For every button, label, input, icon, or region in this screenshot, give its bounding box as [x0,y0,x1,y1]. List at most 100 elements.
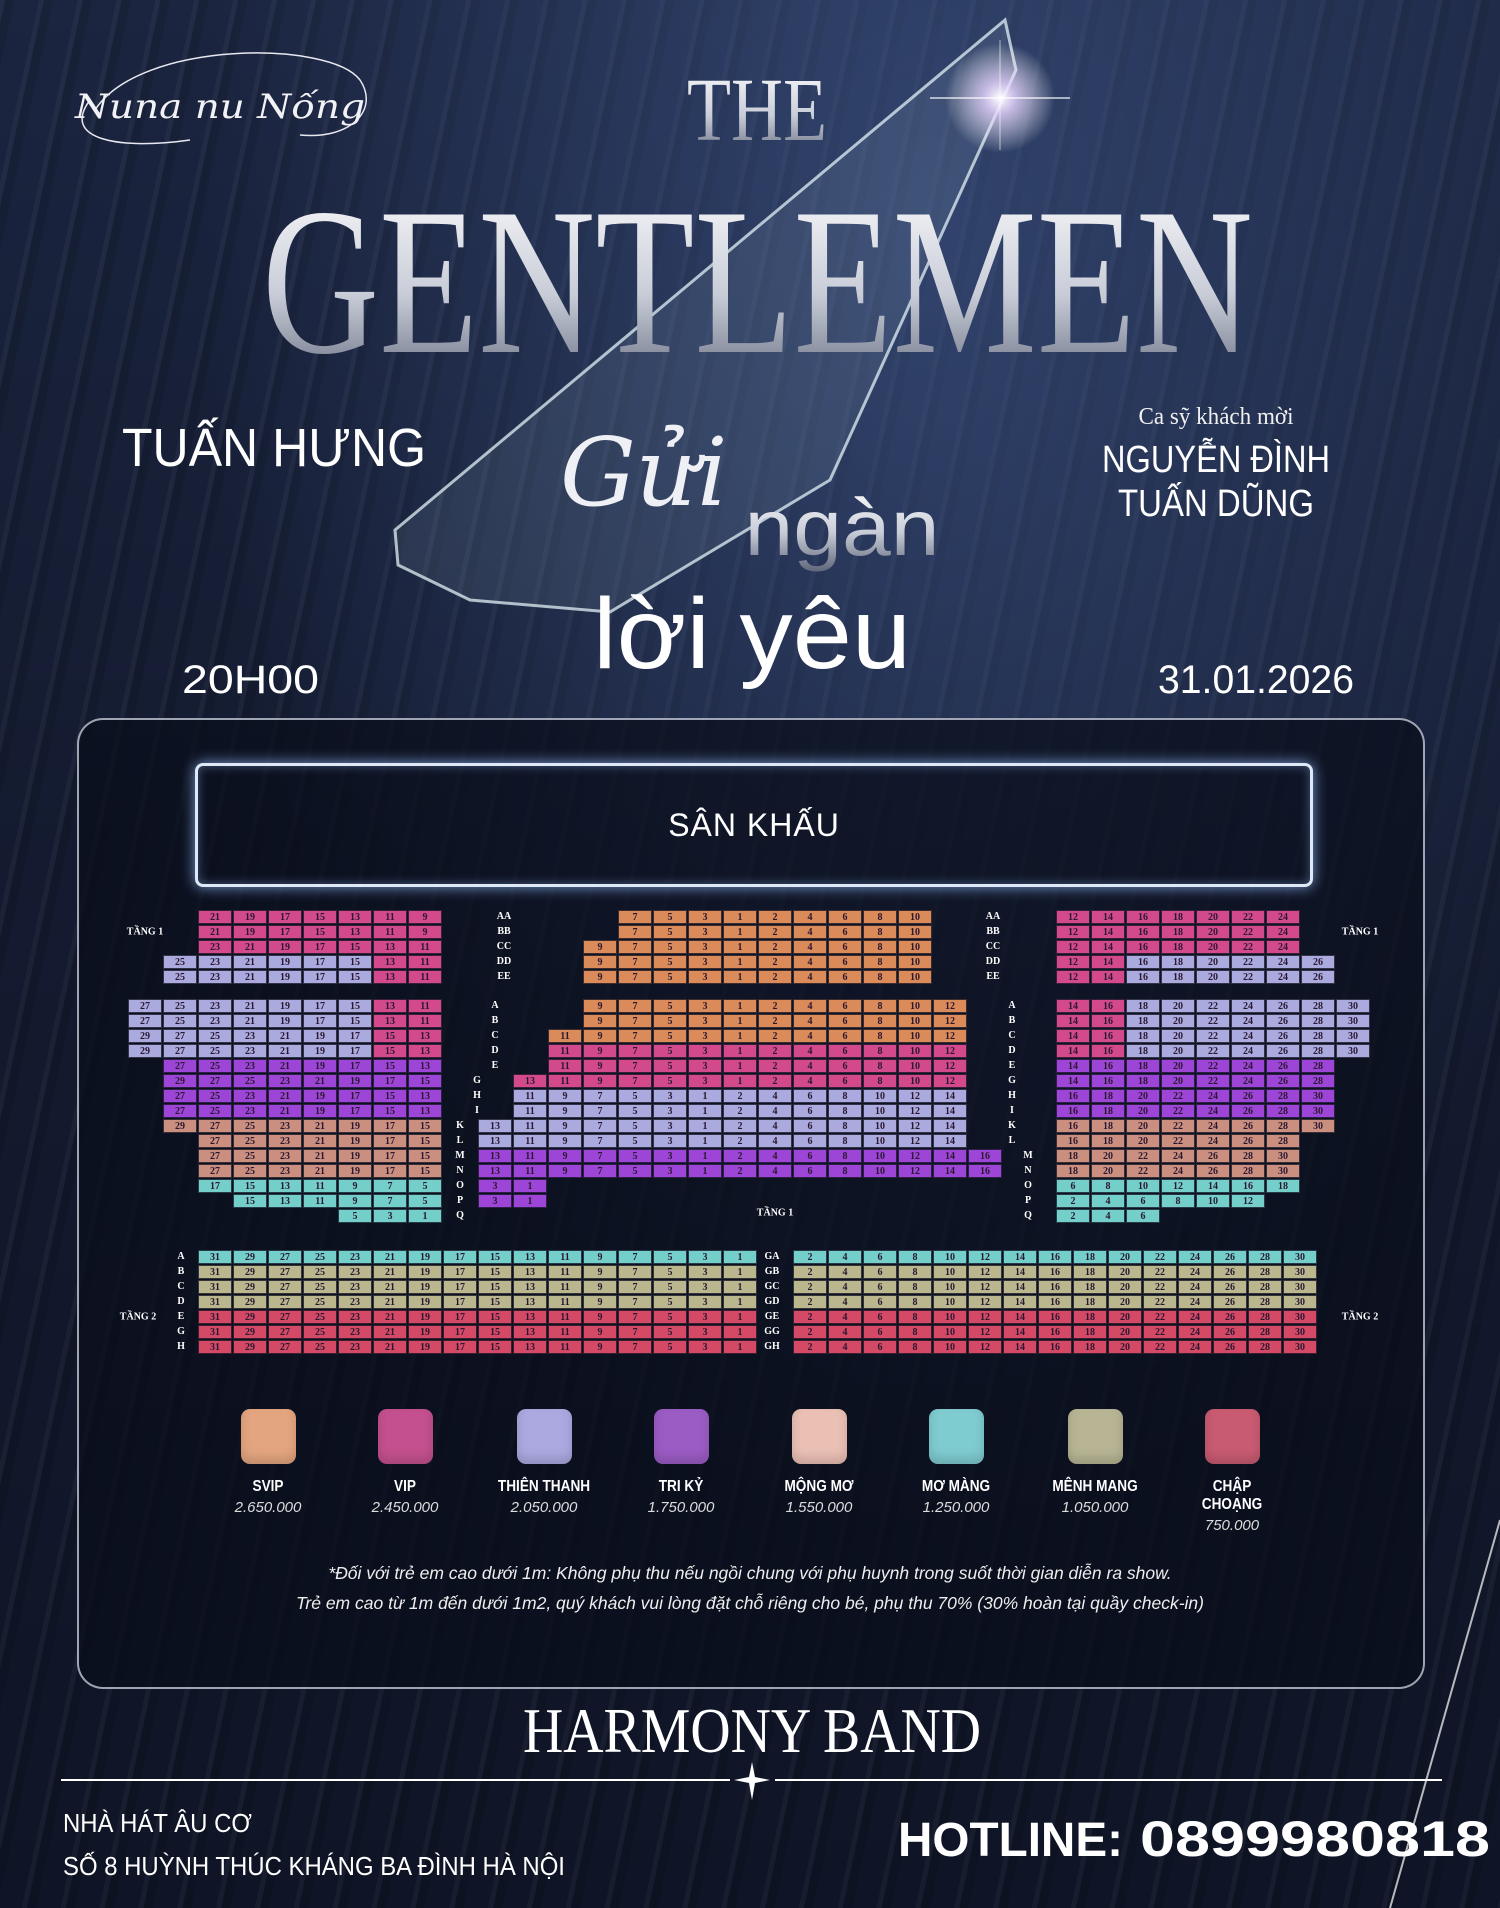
seat-mong_mo: 16 [1056,1134,1090,1148]
row-label: B [491,1015,499,1026]
seat-chap_choang: 21 [373,1340,407,1354]
seat-vip: 9 [408,910,442,924]
row-label: L [456,1135,464,1146]
seat-mo_mang: 10 [1126,1179,1160,1193]
seat-thien_thanh: 10 [863,1134,897,1148]
seat-vip: 18 [1161,925,1195,939]
legend-item: SVIP 2.650.000 [208,1409,328,1516]
seat-tri_ky: 22 [1196,1074,1230,1088]
seat-thien_thanh: 20 [1196,970,1230,984]
seat-vip: 14 [1056,1029,1090,1043]
seat-chap_choang: 14 [1003,1325,1037,1339]
seat-thien_thanh: 4 [758,1119,792,1133]
legend-item: CHẬP CHOẠNG 750.000 [1172,1409,1292,1534]
seat-mong_mo: 16 [1056,1119,1090,1133]
seat-thien_thanh: 15 [338,970,372,984]
seat-tri_ky: 19 [303,1089,337,1103]
seat-tri_ky: 25 [198,1104,232,1118]
seat-mo_mang: 6 [1056,1179,1090,1193]
seat-thien_thanh: 18 [1126,1014,1160,1028]
seat-thien_thanh: 21 [268,1044,302,1058]
seat-menh_mang: 7 [618,1295,652,1309]
seat-menh_mang: 24 [1178,1295,1212,1309]
row-label: G [177,1326,185,1337]
seat-thien_thanh: 22 [1196,1029,1230,1043]
seat-menh_mang: 20 [1108,1295,1142,1309]
tier-name: MƠ MÀNG [921,1478,991,1495]
seat-mo_mang: 8 [898,1250,932,1264]
seat-vip: 24 [1266,940,1300,954]
row-label: K [456,1120,464,1131]
seat-chap_choang: 8 [898,1325,932,1339]
seat-tri_ky: 14 [933,1149,967,1163]
seat-tri_ky: 5 [618,1164,652,1178]
title-the: THE [687,61,827,160]
seat-mo_mang: 9 [338,1194,372,1208]
seat-vip: 13 [373,955,407,969]
seat-menh_mang: 13 [513,1265,547,1279]
seat-menh_mang: 31 [198,1265,232,1279]
seat-thien_thanh: 7 [583,1104,617,1118]
seat-svip: 3 [688,910,722,924]
seat-menh_mang: 19 [408,1295,442,1309]
seat-mo_mang: 18 [1073,1250,1107,1264]
seat-svip: 7 [618,940,652,954]
seat-thien_thanh: 28 [1301,1044,1335,1058]
seat-mo_mang: 11 [303,1194,337,1208]
seat-thien_thanh: 7 [583,1119,617,1133]
seat-menh_mang: 14 [1003,1295,1037,1309]
seat-thien_thanh: 3 [653,1104,687,1118]
seat-menh_mang: 10 [933,1295,967,1309]
seat-vip: 11 [408,970,442,984]
seat-chap_choang: 22 [1143,1310,1177,1324]
seat-thien_thanh: 1 [688,1119,722,1133]
seat-vip: 15 [303,910,337,924]
seat-menh_mang: 12 [968,1280,1002,1294]
seat-menh_mang: 28 [1248,1280,1282,1294]
seat-thien_thanh: 20 [1161,1044,1195,1058]
seat-vip: 21 [198,910,232,924]
seat-vip: 12 [1056,925,1090,939]
seat-chap_choang: 30 [1283,1325,1317,1339]
seat-svip: 2 [758,970,792,984]
row-label: E [491,1060,499,1071]
seat-vip: 12 [933,1044,967,1058]
seat-menh_mang: 21 [373,1280,407,1294]
seat-tri_ky: 5 [618,1149,652,1163]
seat-thien_thanh: 7 [583,1134,617,1148]
seat-chap_choang: 17 [443,1310,477,1324]
seat-svip: 8 [863,925,897,939]
seat-svip: 6 [828,910,862,924]
seat-menh_mang: 8 [898,1280,932,1294]
seat-menh_mang: 25 [303,1265,337,1279]
color-swatch [240,1409,296,1464]
seat-menh_mang: 1 [723,1295,757,1309]
seat-vip: 8 [863,1044,897,1058]
seat-thien_thanh: 26 [1301,970,1335,984]
seat-chap_choang: 8 [898,1340,932,1354]
seat-tri_ky: 21 [268,1059,302,1073]
seat-mong_mo: 24 [1196,1119,1230,1133]
seat-vip: 13 [373,999,407,1013]
seat-svip: 10 [898,925,932,939]
seat-menh_mang: 20 [1108,1265,1142,1279]
seat-menh_mang: 1 [723,1265,757,1279]
seat-chap_choang: 25 [303,1340,337,1354]
hotline-number: 0899980818 [1140,1811,1490,1867]
seat-chap_choang: 3 [688,1325,722,1339]
seat-svip: 9 [583,955,617,969]
seat-mo_mang: 28 [1248,1250,1282,1264]
seat-chap_choang: 16 [1038,1325,1072,1339]
seat-mong_mo: 26 [1231,1119,1265,1133]
seat-menh_mang: 17 [443,1280,477,1294]
seat-mo_mang: 6 [863,1250,897,1264]
seat-thien_thanh: 25 [163,970,197,984]
seat-vip: 11 [548,1059,582,1073]
seat-mo_mang: 16 [1231,1179,1265,1193]
seat-tri_ky: 18 [1126,1074,1160,1088]
seat-mo_mang: 12 [1161,1179,1195,1193]
seat-vip: 12 [1056,955,1090,969]
seat-mong_mo: 15 [408,1119,442,1133]
seat-menh_mang: 9 [583,1280,617,1294]
seat-chap_choang: 28 [1248,1325,1282,1339]
